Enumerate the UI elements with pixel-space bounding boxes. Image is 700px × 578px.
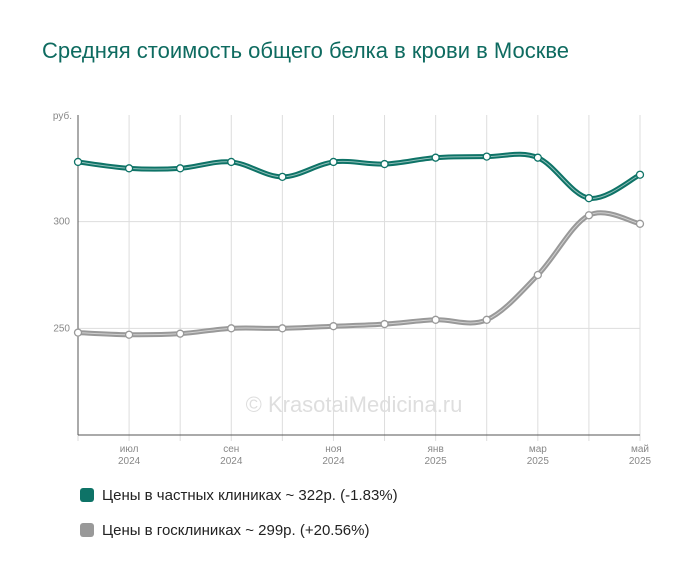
legend-item-public[interactable]: Цены в госклиниках ~ 299р. (+20.56%): [80, 519, 398, 541]
data-point-public: [124, 330, 134, 339]
points-layer: [73, 152, 645, 339]
legend-item-private[interactable]: Цены в частных клиниках ~ 322р. (-1.83%): [80, 484, 398, 506]
legend: Цены в частных клиниках ~ 322р. (-1.83%)…: [80, 484, 398, 554]
data-point-public: [584, 211, 594, 220]
x-tick-year-label: 2025: [425, 456, 448, 467]
x-tick-month-label: май: [631, 444, 649, 455]
legend-label-public: Цены в госклиниках ~ 299р. (+20.56%): [102, 521, 370, 539]
x-tick-year-label: 2024: [322, 456, 345, 467]
series-line-private: [75, 151, 643, 201]
x-tick-year-label: 2024: [220, 456, 243, 467]
data-point-private: [124, 164, 134, 173]
data-point-public: [380, 319, 389, 329]
series-line-public: [75, 210, 643, 338]
x-tick-month-label: ноя: [325, 444, 342, 455]
x-tick-month-label: мар: [529, 444, 547, 455]
series-highlight-public: [77, 212, 641, 336]
legend-swatch-private: [80, 488, 94, 502]
data-point-public: [533, 270, 542, 280]
y-tick-label: 300: [53, 217, 70, 228]
data-point-private: [176, 164, 185, 173]
data-point-public: [176, 329, 185, 338]
data-point-public: [73, 328, 83, 337]
data-point-private: [329, 157, 338, 167]
data-point-private: [227, 157, 236, 167]
data-point-public: [227, 324, 236, 333]
x-tick-month-label: сен: [223, 444, 239, 455]
data-point-private: [380, 159, 389, 169]
data-point-public: [329, 322, 338, 331]
x-tick-year-label: 2024: [118, 456, 141, 467]
data-point-private: [533, 153, 542, 162]
data-point-private: [482, 152, 491, 161]
data-point-public: [635, 219, 645, 228]
data-point-public: [278, 324, 287, 333]
x-tick-year-label: 2025: [629, 456, 652, 467]
data-point-private: [635, 170, 645, 179]
line-chart: © KrasotaiMedicina.ru 250300руб.июл2024с…: [53, 110, 652, 467]
data-point-public: [431, 315, 440, 324]
data-point-public: [482, 315, 491, 324]
axis-labels: 250300руб.июл2024сен2024ноя2024янв2025ма…: [53, 110, 652, 467]
legend-label-private: Цены в частных клиниках ~ 322р. (-1.83%): [102, 486, 398, 504]
x-tick-year-label: 2025: [527, 456, 550, 467]
series-layer: [75, 151, 643, 338]
watermark: © KrasotaiMedicina.ru: [246, 392, 463, 417]
data-point-private: [73, 157, 83, 167]
data-point-private: [584, 194, 594, 203]
chart-title: Средняя стоимость общего белка в крови в…: [42, 38, 570, 63]
y-unit-label: руб.: [53, 110, 72, 122]
x-tick-month-label: янв: [428, 444, 444, 455]
data-point-private: [278, 172, 287, 182]
legend-swatch-public: [80, 523, 94, 537]
data-point-private: [431, 153, 440, 162]
y-tick-label: 250: [53, 323, 70, 334]
x-tick-month-label: июл: [120, 444, 139, 455]
